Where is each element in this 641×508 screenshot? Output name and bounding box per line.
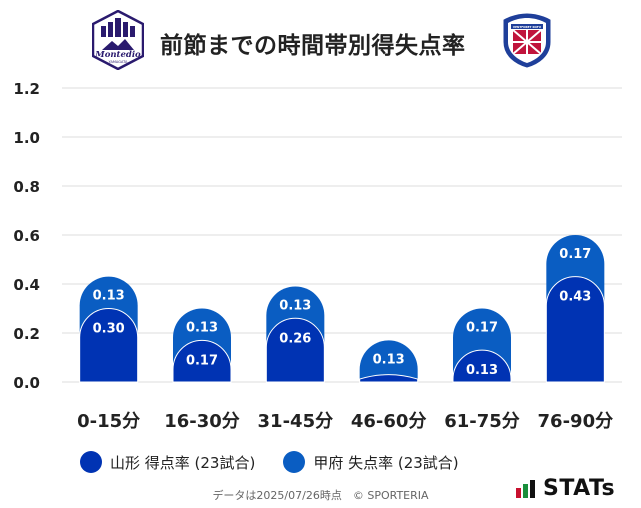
y-axis: 0.0 0.2 0.4 0.6 0.8 1.0 1.2 (13, 80, 40, 392)
chart-header: Montedio YAMAGATA 前節までの時間帯別得失点率 VENTFORE… (0, 0, 641, 80)
bar-yamagata-scored (79, 308, 139, 383)
bar-group: 0.17 0.43 (545, 234, 605, 383)
stats-logo: STATs (516, 476, 615, 501)
bar-group: 0.13 0.17 (172, 308, 232, 383)
bar-group: 0.17 0.13 (452, 308, 512, 383)
value-label-kofu: 0.17 (559, 247, 591, 262)
value-label-kofu: 0.17 (466, 321, 498, 336)
value-label-kofu: 0.13 (373, 352, 405, 367)
y-tick-label: 0.6 (13, 227, 40, 245)
logo-right-text: VENTFORET KOFU (513, 25, 542, 29)
bar-group: 0.13 0.26 (265, 286, 325, 383)
x-tick-label: 16-30分 (164, 411, 240, 432)
footer-credit: データは2025/07/26時点 © SPORTERIA (212, 489, 429, 502)
logo-left-subtext: YAMAGATA (109, 60, 128, 64)
bar-yamagata-scored (452, 349, 512, 383)
bar-yamagata-scored (265, 317, 325, 383)
value-label-kofu: 0.13 (93, 289, 125, 304)
bar-yamagata-scored (545, 276, 605, 383)
legend-swatch-yamagata (80, 451, 102, 473)
logo-left-text: Montedio (94, 50, 141, 60)
bar-kofu-conceded (359, 340, 418, 382)
legend-swatch-kofu (283, 451, 306, 473)
value-label-yamagata: 0.43 (559, 290, 591, 305)
legend-label-yamagata: 山形 得点率 (23試合) (110, 453, 256, 472)
y-tick-label: 0.2 (13, 325, 40, 343)
value-label-yamagata: 0.26 (279, 331, 311, 346)
y-tick-label: 0.8 (13, 178, 40, 196)
x-tick-label: 31-45分 (258, 411, 334, 432)
bar-yamagata-scored (359, 374, 419, 383)
x-tick-label: 0-15分 (77, 411, 140, 432)
chart-title: 前節までの時間帯別得失点率 (160, 33, 466, 59)
legend: 山形 得点率 (23試合) 甲府 失点率 (23試合) (80, 449, 487, 475)
value-label-yamagata: 0.30 (93, 322, 125, 337)
y-tick-label: 1.2 (13, 80, 40, 98)
legend-label-kofu: 甲府 失点率 (23試合) (313, 453, 459, 472)
grid-lines (62, 87, 622, 383)
y-tick-label: 1.0 (13, 129, 40, 147)
stats-logo-icon (516, 479, 535, 498)
stats-brand-text: STATs (543, 476, 616, 501)
y-tick-label: 0.0 (13, 374, 40, 392)
legend-item-yamagata: 山形 得点率 (23試合) (80, 451, 255, 473)
bar-group: 0.13 0.30 (79, 276, 139, 383)
value-label-kofu: 0.13 (279, 298, 311, 313)
value-label-yamagata: 0.17 (186, 353, 218, 368)
y-tick-label: 0.4 (13, 276, 40, 294)
bars: 0.130.30 0.130.170.130.260.130.170.130.17… (79, 234, 605, 383)
ventforet-kofu-logo-icon: VENTFORET KOFU (503, 13, 551, 68)
value-label-yamagata: 0.13 (466, 363, 498, 378)
bar-chart: 0.00.20.40.60.81.01.2 0.130.30 0.130.170.… (13, 80, 622, 432)
legend-item-kofu: 甲府 失点率 (23試合) (283, 451, 459, 473)
x-tick-label: 61-75分 (444, 411, 520, 432)
montedio-yamagata-logo-icon: Montedio YAMAGATA (92, 10, 144, 70)
value-label-kofu: 0.13 (186, 321, 218, 336)
x-tick-label: 46-60分 (351, 411, 427, 432)
bar-yamagata-scored (172, 339, 232, 383)
x-tick-label: 76-90分 (538, 411, 614, 432)
x-axis: 0-15分 16-30分 31-45分 46-60分 61-75分 76-90分 (77, 411, 613, 432)
bar-group: 0.13 (359, 340, 419, 383)
